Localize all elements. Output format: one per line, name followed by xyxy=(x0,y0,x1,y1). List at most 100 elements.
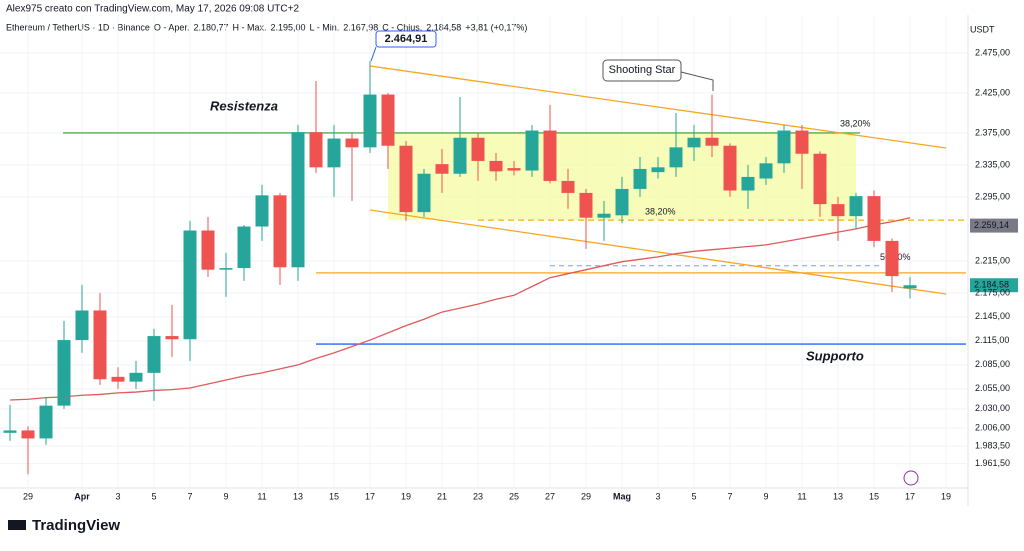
candle-body xyxy=(615,188,629,216)
candle-body xyxy=(129,372,143,382)
price-tag xyxy=(970,218,1018,233)
candle-body xyxy=(435,164,449,174)
candle-body xyxy=(795,130,809,154)
candle-body xyxy=(381,94,395,146)
support-label: Supporto xyxy=(806,348,864,363)
legend-text: H - Max. xyxy=(232,22,266,32)
pattern-callout xyxy=(602,59,682,82)
candle-body xyxy=(399,145,413,213)
candle-body xyxy=(651,167,665,173)
candle-body xyxy=(3,430,17,433)
legend-text: Ethereum / TetherUS · 1D · Binance xyxy=(6,22,150,32)
y-tick-label: 2.295,00 xyxy=(975,191,1010,201)
candle-body xyxy=(669,147,683,168)
y-tick-label: 2.030,00 xyxy=(975,403,1010,413)
y-tick-label: 2.215,00 xyxy=(975,255,1010,265)
x-tick-label: 17 xyxy=(365,491,375,501)
candle-body xyxy=(111,376,125,382)
axis-unit: USDT xyxy=(970,24,995,34)
x-tick-label: Mag xyxy=(613,491,631,501)
candle-body xyxy=(705,137,719,146)
legend-text: 2.195,00 xyxy=(271,22,306,32)
x-tick-label: 23 xyxy=(473,491,483,501)
candle-body xyxy=(849,196,863,217)
legend-line: Ethereum / TetherUS · 1D · Binance O - Ap… xyxy=(6,22,527,32)
candles xyxy=(3,61,917,475)
candle-body xyxy=(813,153,827,205)
legend-text: 2.184,58 xyxy=(426,22,461,32)
moving-average xyxy=(9,217,911,401)
y-tick-label: 1.961,50 xyxy=(975,458,1010,468)
candle-body xyxy=(21,430,35,439)
fib-label: 38,20% xyxy=(840,119,871,129)
x-tick-label: 15 xyxy=(869,491,879,501)
y-tick-label: 2.115,00 xyxy=(975,335,1009,345)
x-tick-label: 19 xyxy=(941,491,951,501)
candle-body xyxy=(489,160,503,172)
x-tick-label: 15 xyxy=(329,491,339,501)
logo-icon xyxy=(8,520,26,530)
candle-body xyxy=(633,168,647,189)
legend-text: +3,81 (+0,17%) xyxy=(465,22,527,32)
author-line: Alex975 creato con TradingView.com, May … xyxy=(6,4,299,15)
legend-text: C - Chius. xyxy=(382,22,422,32)
x-tick-label: 17 xyxy=(905,491,915,501)
x-tick-label: 9 xyxy=(763,491,768,501)
overlays: 2.259,14 2.184,58 2.464,91 Shooting Star xyxy=(370,30,1018,293)
candle-body xyxy=(579,192,593,218)
x-tick-label: 25 xyxy=(509,491,519,501)
x-tick-label: 7 xyxy=(727,491,732,501)
y-tick-label: 2.085,00 xyxy=(975,359,1010,369)
y-tick-label: 1.983,50 xyxy=(975,440,1010,450)
candle-body xyxy=(777,130,791,164)
x-tick-label: Apr xyxy=(74,491,90,501)
y-tick-label: 2.375,00 xyxy=(975,127,1010,137)
candle-body xyxy=(741,176,755,191)
candle-body xyxy=(219,268,233,270)
price-tag xyxy=(970,278,1018,293)
candle-body xyxy=(57,340,71,406)
resistance-label: Resistenza xyxy=(210,98,278,113)
candle-body xyxy=(597,213,611,218)
x-tick-label: 3 xyxy=(655,491,660,501)
logo: TradingView xyxy=(8,517,120,534)
candle-body xyxy=(273,195,287,268)
x-tick-label: 13 xyxy=(293,491,303,501)
legend-text: L - Min. xyxy=(310,22,340,32)
candle-body xyxy=(363,94,377,148)
y-tick-label: 2.055,00 xyxy=(975,383,1010,393)
x-tick-label: 9 xyxy=(223,491,228,501)
x-tick-label: 5 xyxy=(151,491,156,501)
legend-text: 2.180,77 xyxy=(193,22,228,32)
y-tick-label: 2.425,00 xyxy=(975,87,1010,97)
y-tick-label: 2.175,00 xyxy=(975,287,1010,297)
high-callout-label: 2.464,91 xyxy=(385,33,428,45)
price-tag-label: 2.259,14 xyxy=(974,220,1009,230)
y-tick-label: 2.475,00 xyxy=(975,47,1010,57)
candle-body xyxy=(147,336,161,373)
candle-body xyxy=(345,138,359,148)
channel-lower xyxy=(369,209,947,295)
candle-body xyxy=(417,173,431,213)
candle-body xyxy=(543,130,557,181)
candle-body xyxy=(885,240,899,277)
x-tick-label: 13 xyxy=(833,491,843,501)
candle-body xyxy=(237,226,251,269)
candle-body xyxy=(165,336,179,340)
candle-body xyxy=(723,145,737,191)
icon xyxy=(903,470,919,486)
x-tick-label: 5 xyxy=(691,491,696,501)
legend-text: 2.167,98 xyxy=(343,22,378,32)
channel-upper xyxy=(369,65,947,149)
candle-body xyxy=(309,132,323,168)
candle-body xyxy=(75,310,89,341)
logo-text: TradingView xyxy=(32,517,120,534)
candle-body xyxy=(93,310,107,380)
candle-body xyxy=(507,168,521,171)
pattern-callout-label: Shooting Star xyxy=(609,64,676,76)
candle-body xyxy=(291,132,305,268)
x-tick-label: 27 xyxy=(545,491,555,501)
x-tick-label: 11 xyxy=(257,491,266,501)
